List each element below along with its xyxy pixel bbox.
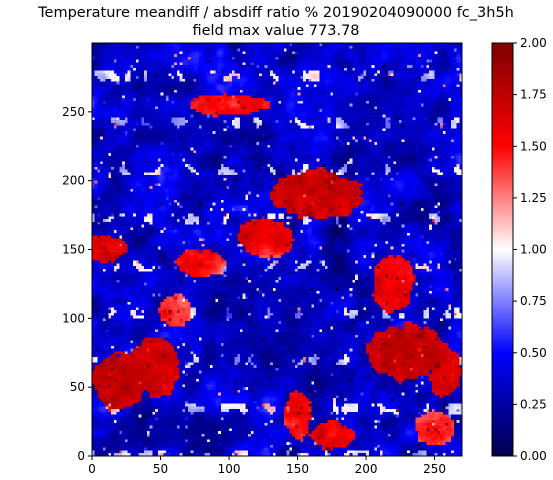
x-tick-label: 100	[218, 462, 241, 476]
heatmap-image	[92, 43, 462, 456]
x-tick-label: 150	[286, 462, 309, 476]
y-tick-label: 250	[62, 105, 85, 119]
colorbar-tick-label: 0.50	[520, 346, 547, 360]
colorbar-tick-label: 0.75	[520, 294, 547, 308]
colorbar: 0.00 0.25 0.50 0.75 1.00 1.25 1.50 1.75 2.00	[491, 36, 547, 463]
y-tick-label: 150	[62, 243, 85, 257]
chart-title: Temperature meandiff / absdiff ratio % 2…	[37, 5, 514, 21]
x-axis: 0 50 100 150 200 250	[88, 456, 446, 476]
colorbar-gradient	[491, 42, 514, 457]
colorbar-tick-label: 1.50	[520, 139, 547, 153]
y-tick-label: 100	[62, 311, 85, 325]
x-tick-label: 200	[355, 462, 378, 476]
x-tick-label: 0	[88, 462, 96, 476]
y-tick-label: 50	[70, 380, 85, 394]
colorbar-tick-label: 0.25	[520, 397, 547, 411]
colorbar-tick-label: 1.00	[520, 243, 547, 257]
y-axis: 0 50 100 150 200 250	[62, 105, 92, 463]
chart-subtitle: field max value 773.78	[192, 23, 359, 39]
colorbar-tick-label: 1.25	[520, 191, 547, 205]
colorbar-tick-label: 0.00	[520, 449, 547, 463]
y-tick-label: 200	[62, 174, 85, 188]
colorbar-tick-label: 1.75	[520, 88, 547, 102]
x-tick-label: 50	[153, 462, 168, 476]
plot-area	[91, 42, 463, 457]
x-tick-label: 250	[423, 462, 446, 476]
colorbar-tick-label: 2.00	[520, 36, 547, 50]
colorbar-ticks: 0.00 0.25 0.50 0.75 1.00 1.25 1.50 1.75 2.00	[513, 36, 547, 463]
y-tick-label: 0	[77, 449, 85, 463]
